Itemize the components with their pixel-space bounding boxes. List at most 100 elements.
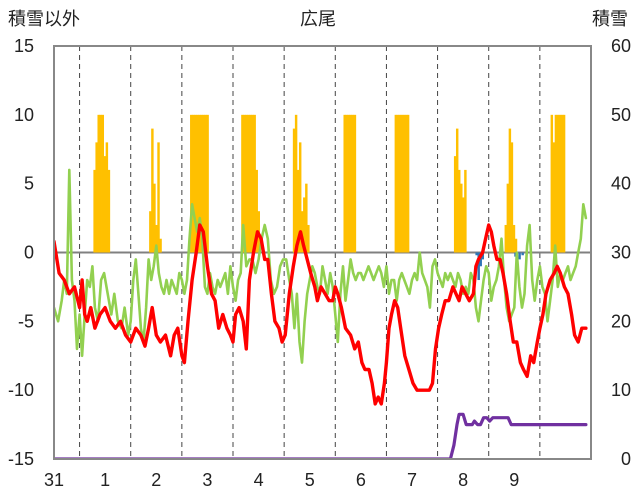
precip-bar (514, 238, 518, 253)
axes (53, 45, 592, 460)
precip-bar (343, 114, 346, 253)
precip-bar (504, 224, 508, 253)
snow_depth-line (54, 412, 588, 459)
precip-bar (345, 114, 348, 253)
series-lines (54, 168, 588, 459)
precip-bar (556, 114, 560, 253)
precip-bar (198, 114, 201, 253)
x-tick-label: 31 (44, 470, 64, 490)
precip-bar (194, 114, 197, 253)
precip-bar (305, 183, 308, 253)
y-left-tick-label: -5 (18, 311, 34, 331)
precip-bar (200, 114, 203, 253)
chart-title: 広尾 (300, 9, 336, 29)
precip-bar (351, 114, 355, 253)
y-right-tick-label: 10 (611, 380, 631, 400)
precip-bar (508, 128, 512, 253)
precip-bar (294, 114, 298, 253)
precip-bar (510, 142, 514, 253)
precip-bar (101, 114, 105, 253)
precip-bar (404, 114, 408, 253)
precip-bar (394, 114, 398, 253)
precip-bar (99, 114, 102, 253)
precip-bar (241, 114, 244, 253)
precip-bar (560, 114, 564, 253)
rain-extra-bar (521, 252, 524, 256)
precip-bar (349, 114, 353, 253)
precip-bar (292, 128, 296, 253)
precip-bar (406, 114, 410, 253)
rain-extra-bar (475, 252, 478, 256)
precip-bar (192, 114, 195, 253)
precip-bar (255, 169, 258, 253)
precip-bar (554, 114, 558, 253)
y-right-tick-label: 20 (611, 311, 631, 331)
x-tick-label: 6 (356, 470, 366, 490)
y-right-tick-label: 50 (611, 105, 631, 125)
precip-bar (190, 114, 193, 253)
precip-bar (455, 128, 459, 253)
precip-bar (552, 142, 556, 253)
precip-bar (398, 114, 402, 253)
x-tick-label: 1 (100, 470, 110, 490)
rain-extra-bar (479, 252, 482, 267)
precip-bar (453, 156, 457, 253)
y-right-tick-label: 60 (611, 36, 631, 56)
y-right-tick-label: 30 (611, 243, 631, 263)
temperature-line (54, 223, 588, 406)
precip-bar (107, 169, 111, 253)
x-tick-label: 9 (509, 470, 519, 490)
x-tick-label: 4 (254, 470, 264, 490)
precip-bar (97, 114, 100, 253)
precip-bar (204, 114, 207, 253)
y-left-tick-label: -10 (8, 380, 34, 400)
precip-bar (396, 114, 400, 253)
precip-bar (506, 183, 510, 253)
precip-bar (458, 169, 461, 253)
dewpoint-line (54, 168, 588, 364)
precip-bar (157, 142, 160, 253)
precip-bar (155, 224, 158, 253)
precip-bar (206, 114, 209, 253)
precip-bar (251, 114, 254, 253)
precip-bar (202, 114, 205, 253)
y-left-tick-label: -15 (8, 449, 34, 469)
precip-bar (196, 114, 199, 253)
precip-bar (253, 114, 256, 253)
precip-bar (296, 169, 300, 253)
rain-extra-bar (518, 252, 521, 260)
y-left-tick-label: 15 (14, 36, 34, 56)
rain-extra-bar (481, 252, 484, 260)
precip-bar (151, 128, 154, 253)
precip-bar (550, 114, 554, 253)
precip-bar (298, 142, 302, 253)
y-right-tick-label: 40 (611, 174, 631, 194)
y-left-tick-label: 10 (14, 105, 34, 125)
precip-bar (307, 224, 310, 253)
y-left-tick-label: 5 (24, 174, 34, 194)
y-left-tick-label: 0 (24, 243, 34, 263)
precip-bar (464, 169, 467, 253)
precip-bar (303, 197, 306, 253)
precip-bar (95, 142, 98, 253)
precip-bar (149, 211, 152, 253)
precip-bars (93, 114, 566, 281)
precip-bar (462, 197, 465, 253)
precip-bar (558, 114, 562, 253)
precip-bar (245, 114, 248, 253)
precip-bar (93, 169, 96, 253)
precip-bar (249, 114, 252, 253)
x-tick-label: 8 (458, 470, 468, 490)
x-tick-label: 2 (151, 470, 161, 490)
precip-bar (243, 114, 246, 253)
precip-bar (562, 114, 566, 253)
precip-bar (105, 142, 109, 253)
precip-bar (400, 114, 404, 253)
precip-bar (247, 114, 250, 253)
y-right-tick-label: 0 (621, 449, 631, 469)
x-tick-label: 7 (407, 470, 417, 490)
precip-bar (460, 183, 463, 253)
precip-bar (103, 156, 107, 253)
